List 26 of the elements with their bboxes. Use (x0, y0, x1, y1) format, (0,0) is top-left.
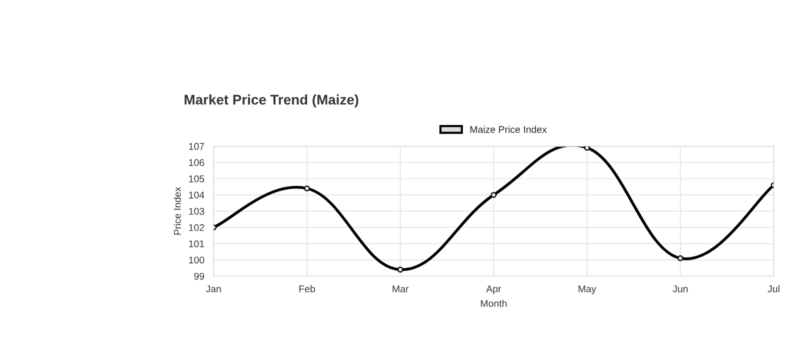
x-tick-label: Feb (299, 285, 315, 292)
chart-title: Market Price Trend (Maize) (184, 94, 358, 108)
x-tick-label: Apr (486, 286, 502, 294)
x-axis-title: Month (480, 300, 507, 307)
y-tick-label: 99 (194, 272, 204, 280)
x-tick-label: Jul (768, 285, 780, 292)
point (584, 146, 590, 151)
y-tick-label: 107 (189, 142, 204, 150)
point (304, 185, 310, 192)
y-tick-label: 102 (189, 224, 204, 232)
y-tick-label: 100 (189, 256, 204, 264)
x-tick-label: Jan (206, 286, 221, 292)
y-axis-title: Price Index (174, 186, 181, 235)
y-tick-label: 103 (189, 208, 204, 215)
point (677, 255, 684, 262)
point (397, 266, 404, 273)
line-series (214, 146, 774, 273)
point (490, 192, 497, 198)
x-tick-label: Mar (392, 286, 409, 292)
x-tick-label: Jun (672, 286, 688, 292)
x-tick-label: May (578, 286, 596, 294)
legend-label: Maize Price Index (470, 126, 547, 133)
y-tick-label: 106 (189, 159, 204, 166)
y-tick-label: 104 (189, 192, 204, 199)
y-tick-label: 105 (189, 175, 204, 182)
y-tick-label: 101 (189, 240, 204, 248)
